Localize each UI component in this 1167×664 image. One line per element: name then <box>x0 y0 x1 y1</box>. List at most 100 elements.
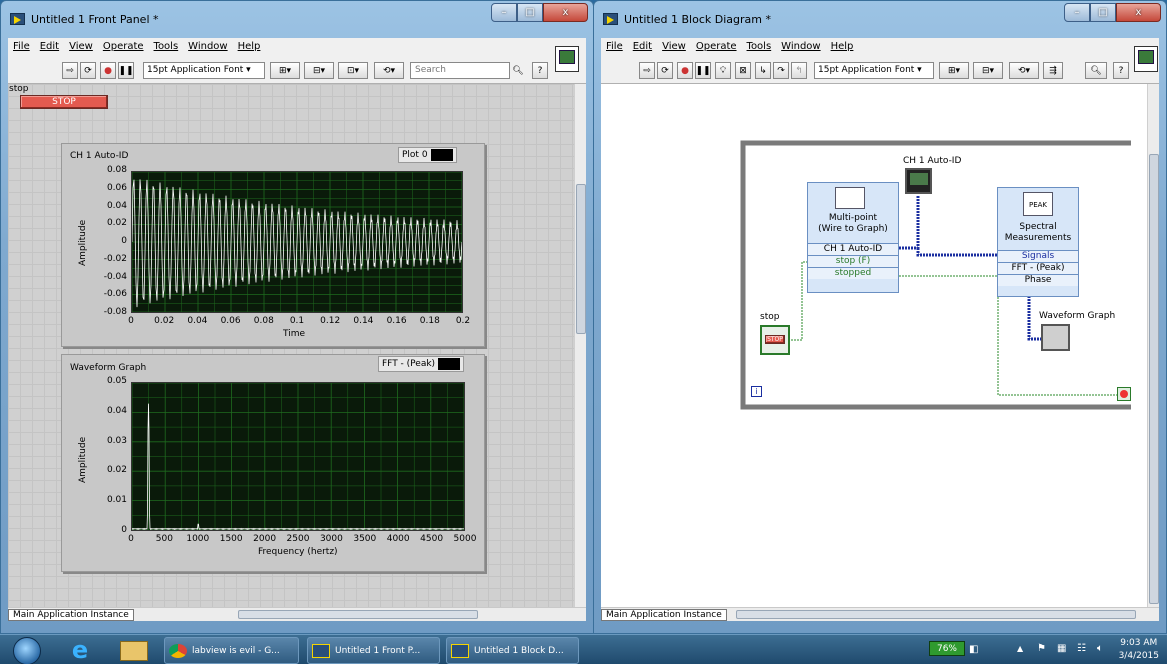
iteration-terminal[interactable]: i <box>751 386 762 397</box>
multipoint-row[interactable]: stopped <box>808 267 898 279</box>
run-continuous-icon[interactable]: ⟳ <box>80 62 96 79</box>
taskbar-item[interactable]: Untitled 1 Front P... <box>307 637 440 664</box>
graph2-plot-area[interactable] <box>131 382 465 531</box>
menu-window[interactable]: Window <box>781 40 821 52</box>
spectral-row[interactable]: FFT - (Peak) <box>998 262 1078 274</box>
scroll-thumb[interactable] <box>736 610 1136 619</box>
help-icon[interactable]: ? <box>1113 62 1129 79</box>
reorder-icon[interactable]: ⟲▾ <box>1009 62 1039 79</box>
minimize-button[interactable]: – <box>491 3 517 22</box>
menu-tools[interactable]: Tools <box>746 40 772 52</box>
file-explorer-icon[interactable] <box>120 641 148 661</box>
spectral-row[interactable]: Signals <box>998 250 1078 262</box>
instance-indicator[interactable]: Main Application Instance <box>8 609 134 621</box>
spectral-row[interactable]: Phase <box>998 274 1078 286</box>
menu-operate[interactable]: Operate <box>102 40 144 52</box>
while-loop-border[interactable] <box>740 140 1131 410</box>
battery-indicator[interactable]: 76% <box>929 641 965 656</box>
multipoint-row[interactable]: CH 1 Auto-ID <box>808 243 898 255</box>
menu-tools[interactable]: Tools <box>153 40 179 52</box>
scroll-thumb[interactable] <box>1149 154 1159 604</box>
front-panel-horizontal-scrollbar[interactable]: Main Application Instance <box>8 607 586 621</box>
maximize-button[interactable]: □ <box>517 3 543 22</box>
reorder-icon[interactable]: ⟲▾ <box>374 62 404 79</box>
pause-icon[interactable]: ❚❚ <box>695 62 711 79</box>
resize-objects-icon[interactable]: ⊡▾ <box>338 62 368 79</box>
run-continuous-icon[interactable]: ⟳ <box>657 62 673 79</box>
block-diagram-vertical-scrollbar[interactable] <box>1147 84 1159 607</box>
start-button[interactable] <box>13 637 41 664</box>
menu-file[interactable]: File <box>606 40 623 52</box>
ch1-graph-terminal[interactable] <box>905 168 932 194</box>
fft-wire[interactable] <box>1027 296 1041 341</box>
search-icon[interactable]: 🔍︎ <box>1085 62 1107 79</box>
waveform-graph-terminal[interactable] <box>1041 324 1070 351</box>
menu-view[interactable]: View <box>662 40 686 52</box>
front-panel-canvas[interactable]: stop STOP CH 1 Auto-ID Plot 0 0.08 0.06 0.… <box>8 84 574 607</box>
network-icon[interactable]: ▦ <box>1057 643 1067 654</box>
font-select[interactable]: 15pt Application Font ▾ <box>814 62 934 79</box>
taskbar-item[interactable]: labview is evil - G... <box>164 637 299 664</box>
step-into-icon[interactable]: ↳ <box>755 62 771 79</box>
internet-explorer-icon[interactable]: e <box>71 636 89 664</box>
font-select[interactable]: 15pt Application Font ▾ <box>143 62 265 79</box>
block-diagram-horizontal-scrollbar[interactable]: Main Application Instance <box>601 607 1159 621</box>
wifi-icon[interactable]: ☷ <box>1077 643 1086 654</box>
multipoint-row[interactable]: stop (F) <box>808 255 898 267</box>
pause-icon[interactable]: ❚❚ <box>118 62 134 79</box>
signal-wire[interactable] <box>916 248 997 257</box>
highlight-execution-icon[interactable]: 💡︎ <box>715 62 731 79</box>
stop-terminal[interactable]: STOP <box>760 325 790 355</box>
menu-edit[interactable]: Edit <box>632 40 653 52</box>
spectral-measurements-express-vi[interactable]: PEAK Spectral Measurements Signals FFT -… <box>997 187 1079 297</box>
retain-wire-values-icon[interactable]: ⊠ <box>735 62 751 79</box>
abort-icon[interactable]: ● <box>677 62 693 79</box>
align-objects-icon[interactable]: ⊞▾ <box>270 62 300 79</box>
stopped-wire[interactable] <box>899 275 1126 396</box>
close-button[interactable]: x <box>543 3 588 22</box>
menu-file[interactable]: File <box>13 40 30 52</box>
stop-button[interactable]: STOP <box>20 95 108 109</box>
distribute-objects-icon[interactable]: ⊟▾ <box>973 62 1003 79</box>
clock[interactable]: 9:03 AM 3/4/2015 <box>1119 637 1159 663</box>
vi-icon[interactable] <box>555 46 579 72</box>
run-arrow-icon[interactable]: ⇨ <box>62 62 78 79</box>
ch1-graph[interactable]: CH 1 Auto-ID Plot 0 0.08 0.06 0.04 0.02 0 -0.… <box>61 143 485 347</box>
minimize-button[interactable]: – <box>1064 3 1090 22</box>
multipoint-express-vi[interactable]: Multi-point (Wire to Graph) CH 1 Auto-ID… <box>807 182 899 293</box>
menu-help[interactable]: Help <box>830 40 854 52</box>
scroll-thumb[interactable] <box>576 184 586 334</box>
flag-icon[interactable]: ⚑ <box>1037 643 1046 654</box>
block-diagram-canvas[interactable]: CH 1 Auto-ID Multi-point (Wire to Graph)… <box>601 84 1147 607</box>
menu-edit[interactable]: Edit <box>39 40 60 52</box>
maximize-button[interactable]: □ <box>1090 3 1116 22</box>
align-objects-icon[interactable]: ⊞▾ <box>939 62 969 79</box>
search-icon[interactable]: 🔍︎ <box>512 65 524 76</box>
loop-condition-terminal[interactable] <box>1117 387 1131 401</box>
block-diagram-titlebar[interactable]: Untitled 1 Block Diagram * – □ x <box>594 1 1166 31</box>
instance-indicator[interactable]: Main Application Instance <box>601 609 727 621</box>
search-input[interactable]: Search <box>410 62 510 79</box>
abort-icon[interactable]: ● <box>100 62 116 79</box>
menu-window[interactable]: Window <box>188 40 228 52</box>
clean-up-diagram-icon[interactable]: ⇶ <box>1043 62 1063 79</box>
graph1-legend[interactable]: Plot 0 <box>398 147 457 163</box>
vi-icon[interactable] <box>1134 46 1158 72</box>
menu-view[interactable]: View <box>69 40 93 52</box>
graph1-plot-area[interactable] <box>131 171 463 313</box>
run-arrow-icon[interactable]: ⇨ <box>639 62 655 79</box>
taskbar-item[interactable]: Untitled 1 Block D... <box>446 637 579 664</box>
volume-icon[interactable]: 🔈︎ <box>1097 643 1103 654</box>
stop-wire[interactable] <box>791 261 807 341</box>
menu-help[interactable]: Help <box>237 40 261 52</box>
help-icon[interactable]: ? <box>532 62 548 79</box>
front-panel-vertical-scrollbar[interactable] <box>574 84 586 607</box>
fft-graph[interactable]: Waveform Graph FFT - (Peak) 0.05 0.04 0.03… <box>61 354 485 572</box>
distribute-objects-icon[interactable]: ⊟▾ <box>304 62 334 79</box>
scroll-thumb[interactable] <box>238 610 478 619</box>
close-button[interactable]: x <box>1116 3 1161 22</box>
step-over-icon[interactable]: ↷ <box>773 62 789 79</box>
step-out-icon[interactable]: ↰ <box>791 62 807 79</box>
front-panel-titlebar[interactable]: Untitled 1 Front Panel * – □ x <box>1 1 593 31</box>
menu-operate[interactable]: Operate <box>695 40 737 52</box>
